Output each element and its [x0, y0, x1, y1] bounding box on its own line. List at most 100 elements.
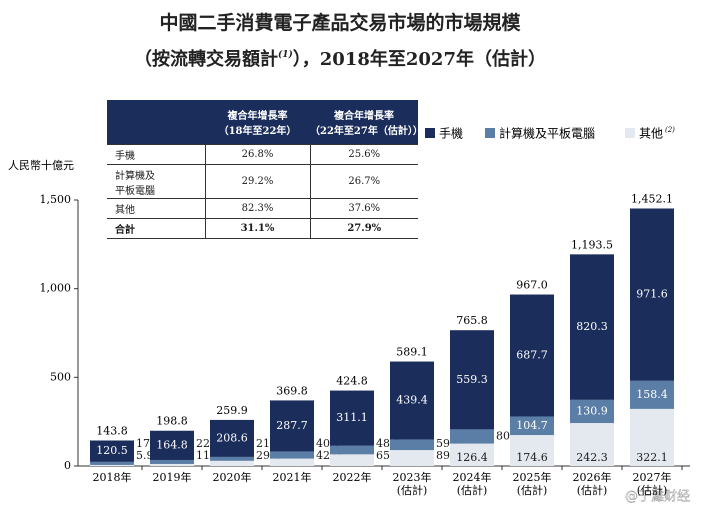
value-label: 208.6	[216, 431, 248, 444]
table-header: 複合年增長率 （18年至22年） 複合年增長率 （22年至27年（估計））	[107, 100, 423, 145]
bar-segment	[150, 463, 194, 466]
chart-subtitle: （按流轉交易額計(1)），2018年至2027年（估計）	[134, 48, 546, 70]
value-label: 120.5	[96, 444, 128, 457]
x-tick-label: 2020年	[213, 470, 252, 484]
x-tick-label: 2022年	[333, 470, 372, 484]
bar-segment	[630, 208, 674, 381]
total-label: 424.8	[336, 375, 368, 388]
value-label: 311.1	[336, 411, 368, 424]
value-label: 820.3	[576, 320, 608, 333]
header-cell	[107, 100, 205, 145]
value-label: 5.9	[136, 449, 154, 462]
legend-label: 手機	[439, 126, 463, 141]
bar-segment	[450, 429, 494, 444]
bar-segment	[630, 380, 674, 409]
total-label: 589.1	[396, 346, 428, 359]
value-label: 174.6	[516, 451, 548, 464]
table-cell: 29.2%	[205, 164, 311, 199]
value-label: 439.4	[396, 393, 428, 406]
bar-segment	[510, 416, 554, 436]
y-tick-label: 1,500	[40, 193, 72, 206]
bar-segment	[90, 461, 134, 465]
watermark: @于濰财经	[625, 490, 690, 505]
legend-swatch	[425, 128, 435, 138]
table-row: 手機 26.8% 25.6%	[107, 144, 418, 165]
bar-segment	[570, 423, 614, 466]
bar-segment	[90, 464, 134, 466]
total-label: 765.8	[456, 314, 488, 327]
legend-label: 計算機及平板電腦	[499, 126, 595, 141]
table-row: 合計 31.1% 27.9%	[107, 218, 418, 239]
x-tick-label: 2019年	[153, 470, 192, 484]
x-tick-label: 2026年(估計)	[573, 470, 612, 497]
table-cell: 26.8%	[205, 144, 311, 165]
value-label: 559.3	[456, 373, 488, 386]
value-label: 322.1	[636, 451, 668, 464]
bar-segment	[450, 330, 494, 430]
table-cell: 27.9%	[310, 218, 418, 239]
table-cell: 26.7%	[310, 164, 418, 199]
total-label: 369.8	[276, 384, 308, 397]
bar-segment	[330, 390, 374, 446]
value-label: 287.7	[276, 419, 308, 432]
table-cell: 合計	[107, 218, 206, 239]
table-cell: 25.6%	[310, 144, 418, 165]
value-label: 104.7	[516, 419, 548, 432]
header-cell: 複合年增長率 （18年至22年）	[205, 100, 310, 145]
bar-segment	[210, 460, 254, 466]
table-row: 計算機及 平板電腦 29.2% 26.7%	[107, 164, 418, 199]
table-row: 其他 82.3% 37.6%	[107, 198, 418, 219]
table-cell: 37.6%	[310, 198, 418, 219]
total-label: 1,452.1	[631, 192, 673, 205]
bar-segment	[450, 443, 494, 466]
y-tick-label: 0	[64, 459, 71, 472]
legend-label: 其他	[639, 127, 663, 141]
x-tick-label: 2027年(估計)	[633, 470, 672, 497]
bar-segment	[630, 408, 674, 466]
bar-segment	[570, 399, 614, 424]
subtitle-text: （按流轉交易額計	[134, 48, 278, 70]
value-label: 158.4	[636, 388, 668, 401]
bar-segment	[270, 400, 314, 452]
table-cell: 82.3%	[205, 198, 311, 219]
bar-segment	[570, 254, 614, 400]
bar-segment	[90, 440, 134, 462]
bar-segment	[270, 458, 314, 466]
total-label: 967.0	[516, 279, 548, 292]
bar-segment	[330, 445, 374, 455]
bar-segment	[510, 435, 554, 466]
bar-segment	[390, 450, 434, 466]
header-cell: 複合年增長率 （22年至27年（估計））	[310, 100, 423, 145]
bar-segment	[510, 294, 554, 417]
value-label: 164.8	[156, 438, 188, 451]
total-label: 259.9	[216, 404, 248, 417]
legend-swatch	[625, 128, 635, 138]
bar-segment	[150, 459, 194, 464]
bar-segment	[390, 439, 434, 451]
value-label: 242.3	[576, 451, 608, 464]
value-label: 130.9	[576, 404, 608, 417]
table-cell: 手機	[107, 144, 206, 165]
legend-swatch	[485, 128, 495, 138]
total-label: 198.8	[156, 415, 188, 428]
chart-title: 中國二手消費電子產品交易市場的市場規模	[159, 11, 521, 34]
x-tick-label: 2024年(估計)	[453, 470, 492, 497]
x-tick-label: 2021年	[273, 470, 312, 484]
y-axis-label: 人民幣十億元	[8, 158, 74, 172]
y-tick-label: 500	[50, 370, 71, 383]
total-label: 1,193.5	[571, 238, 613, 251]
total-label: 143.8	[96, 424, 128, 437]
cagr-table: 複合年增長率 （18年至22年） 複合年增長率 （22年至27年（估計）） 手機 2…	[107, 100, 423, 239]
legend-note: (2)	[665, 126, 675, 134]
bar-segment	[210, 419, 254, 457]
value-label: 126.4	[456, 451, 488, 464]
bar-segment	[150, 430, 194, 460]
x-tick-label: 2018年	[93, 470, 132, 484]
x-tick-label: 2025年(估計)	[513, 470, 552, 497]
bar-segment	[270, 451, 314, 459]
y-tick-label: 1,000	[40, 282, 72, 295]
value-label: 971.6	[636, 288, 668, 301]
bar-segment	[390, 361, 434, 440]
